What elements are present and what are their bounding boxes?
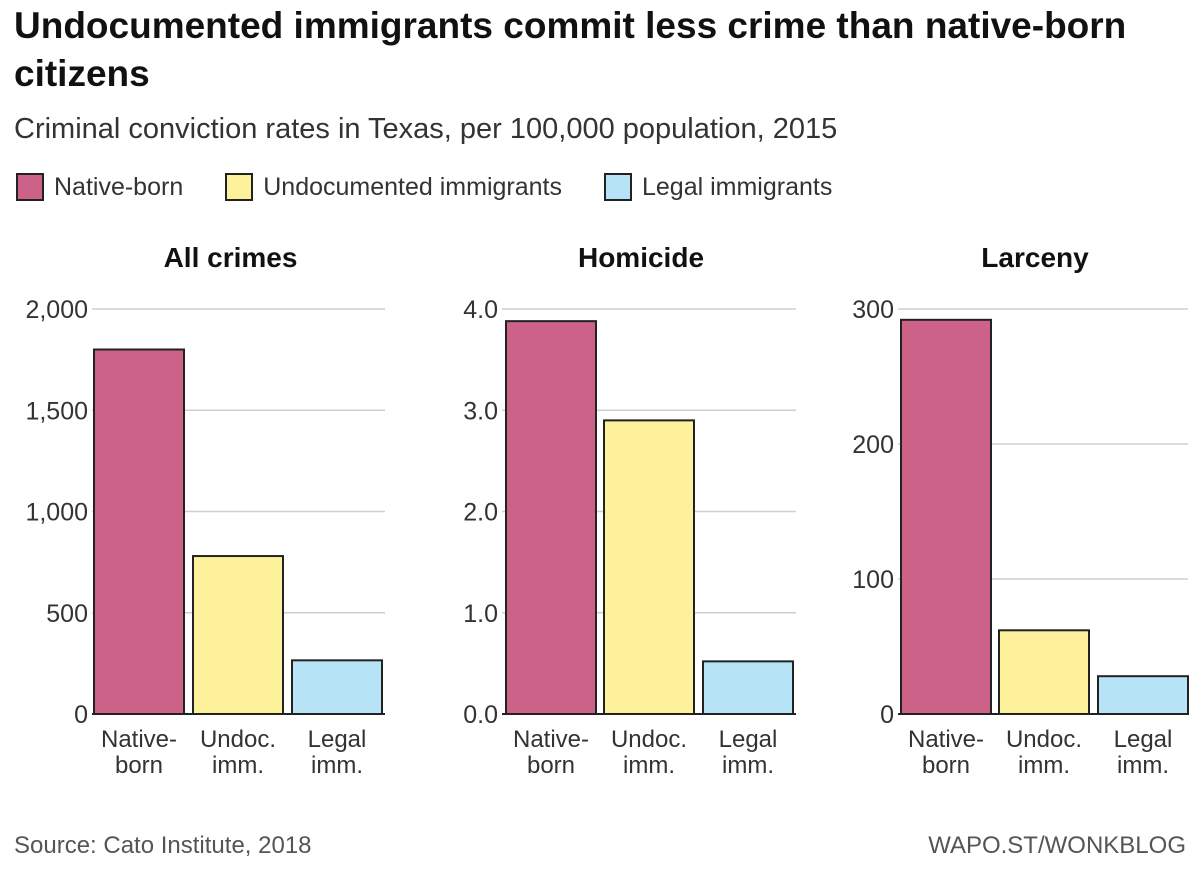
y-tick-label: 2.0	[463, 499, 498, 527]
legend-label: Undocumented immigrants	[263, 172, 562, 201]
panel-title-homicide: Homicide	[578, 242, 704, 273]
legend-swatch-undocumented	[225, 173, 254, 201]
category-label: imm.	[623, 752, 675, 779]
y-tick-label: 1,000	[25, 499, 88, 527]
chart-title: Undocumented immigrants commit less crim…	[14, 5, 1127, 94]
bar-homicide-3	[702, 660, 794, 716]
y-tick-label: 300	[852, 296, 894, 324]
y-tick-label: 200	[852, 431, 894, 459]
category-label: born	[527, 752, 575, 779]
bar-larceny-3	[1097, 675, 1189, 716]
legend-label: Legal immigrants	[641, 172, 833, 201]
bar-homicide-1	[505, 320, 597, 716]
category-label: Legal	[308, 726, 367, 753]
y-tick-label: 3.0	[463, 397, 498, 425]
y-tick-label: 1,500	[25, 397, 88, 425]
legend-item-native-born: Native-born	[16, 173, 183, 202]
bar-all-crimes-3	[291, 659, 383, 715]
category-label: imm.	[1018, 752, 1070, 779]
bar-all-crimes-2	[192, 555, 284, 715]
category-label: imm.	[722, 752, 774, 779]
y-tick-label: 500	[46, 600, 88, 628]
y-tick-label: 0	[880, 701, 894, 729]
category-label: imm.	[311, 752, 363, 779]
y-tick-label: 0.0	[463, 701, 498, 729]
charts-area: All crimes 0 500 1,000 1,500 2,000 Native-born…	[25, 242, 1189, 779]
legend: Native-born Undocumented immigrants Lega…	[16, 170, 874, 204]
bar-all-crimes-1	[93, 348, 185, 715]
chart-subtitle: Criminal conviction rates in Texas, per …	[14, 113, 838, 145]
bar-homicide-2	[603, 419, 695, 715]
category-label: Native-	[101, 726, 177, 753]
category-label: born	[922, 752, 970, 779]
panel-title-all-crimes: All crimes	[164, 242, 298, 273]
legend-item-undocumented: Undocumented immigrants	[225, 173, 562, 202]
y-tick-label: 1.0	[463, 600, 498, 628]
y-tick-label: 100	[852, 566, 894, 594]
category-label: Undoc.	[200, 726, 276, 753]
category-label: Native-	[908, 726, 984, 753]
y-tick-label: 4.0	[463, 296, 498, 324]
category-label: Legal	[719, 726, 778, 753]
legend-swatch-legal	[603, 173, 632, 201]
credit-note: WAPO.ST/WONKBLOG	[928, 832, 1186, 859]
category-label: Undoc.	[611, 726, 687, 753]
panel-title-larceny: Larceny	[981, 242, 1089, 273]
category-label: born	[115, 752, 163, 779]
category-label: imm.	[1117, 752, 1169, 779]
category-label: Legal	[1114, 726, 1173, 753]
category-label: Undoc.	[1006, 726, 1082, 753]
source-note: Source: Cato Institute, 2018	[14, 832, 312, 859]
legend-item-legal: Legal immigrants	[603, 172, 833, 202]
y-tick-label: 0	[74, 701, 88, 729]
bar-larceny-2	[998, 629, 1090, 715]
legend-swatch-native-born	[16, 173, 44, 201]
legend-label: Native-born	[54, 172, 184, 201]
bar-larceny-1	[900, 318, 992, 716]
y-tick-label: 2,000	[25, 296, 88, 324]
category-label: imm.	[212, 752, 264, 779]
category-label: Native-	[513, 726, 589, 753]
